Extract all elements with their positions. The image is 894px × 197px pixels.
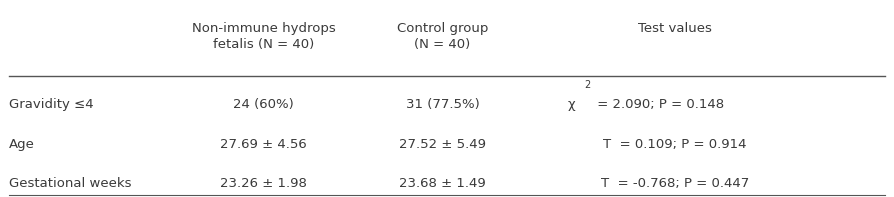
Text: 31 (77.5%): 31 (77.5%) — [406, 98, 479, 111]
Text: Gravidity ≤4: Gravidity ≤4 — [9, 98, 94, 111]
Text: Control group
(N = 40): Control group (N = 40) — [397, 22, 488, 51]
Text: 27.52 ± 5.49: 27.52 ± 5.49 — [399, 138, 486, 151]
Text: 2: 2 — [584, 80, 590, 90]
Text: T  = -0.768; P = 0.447: T = -0.768; P = 0.447 — [601, 177, 749, 190]
Text: Age: Age — [9, 138, 35, 151]
Text: 23.68 ± 1.49: 23.68 ± 1.49 — [399, 177, 486, 190]
Text: Non-immune hydrops
fetalis (N = 40): Non-immune hydrops fetalis (N = 40) — [192, 22, 335, 51]
Text: Gestational weeks: Gestational weeks — [9, 177, 131, 190]
Text: Test values: Test values — [638, 22, 712, 35]
Text: 24 (60%): 24 (60%) — [233, 98, 294, 111]
Text: χ: χ — [568, 98, 576, 111]
Text: = 2.090; P = 0.148: = 2.090; P = 0.148 — [593, 98, 724, 111]
Text: 23.26 ± 1.98: 23.26 ± 1.98 — [220, 177, 308, 190]
Text: 27.69 ± 4.56: 27.69 ± 4.56 — [220, 138, 308, 151]
Text: T  = 0.109; P = 0.914: T = 0.109; P = 0.914 — [603, 138, 746, 151]
